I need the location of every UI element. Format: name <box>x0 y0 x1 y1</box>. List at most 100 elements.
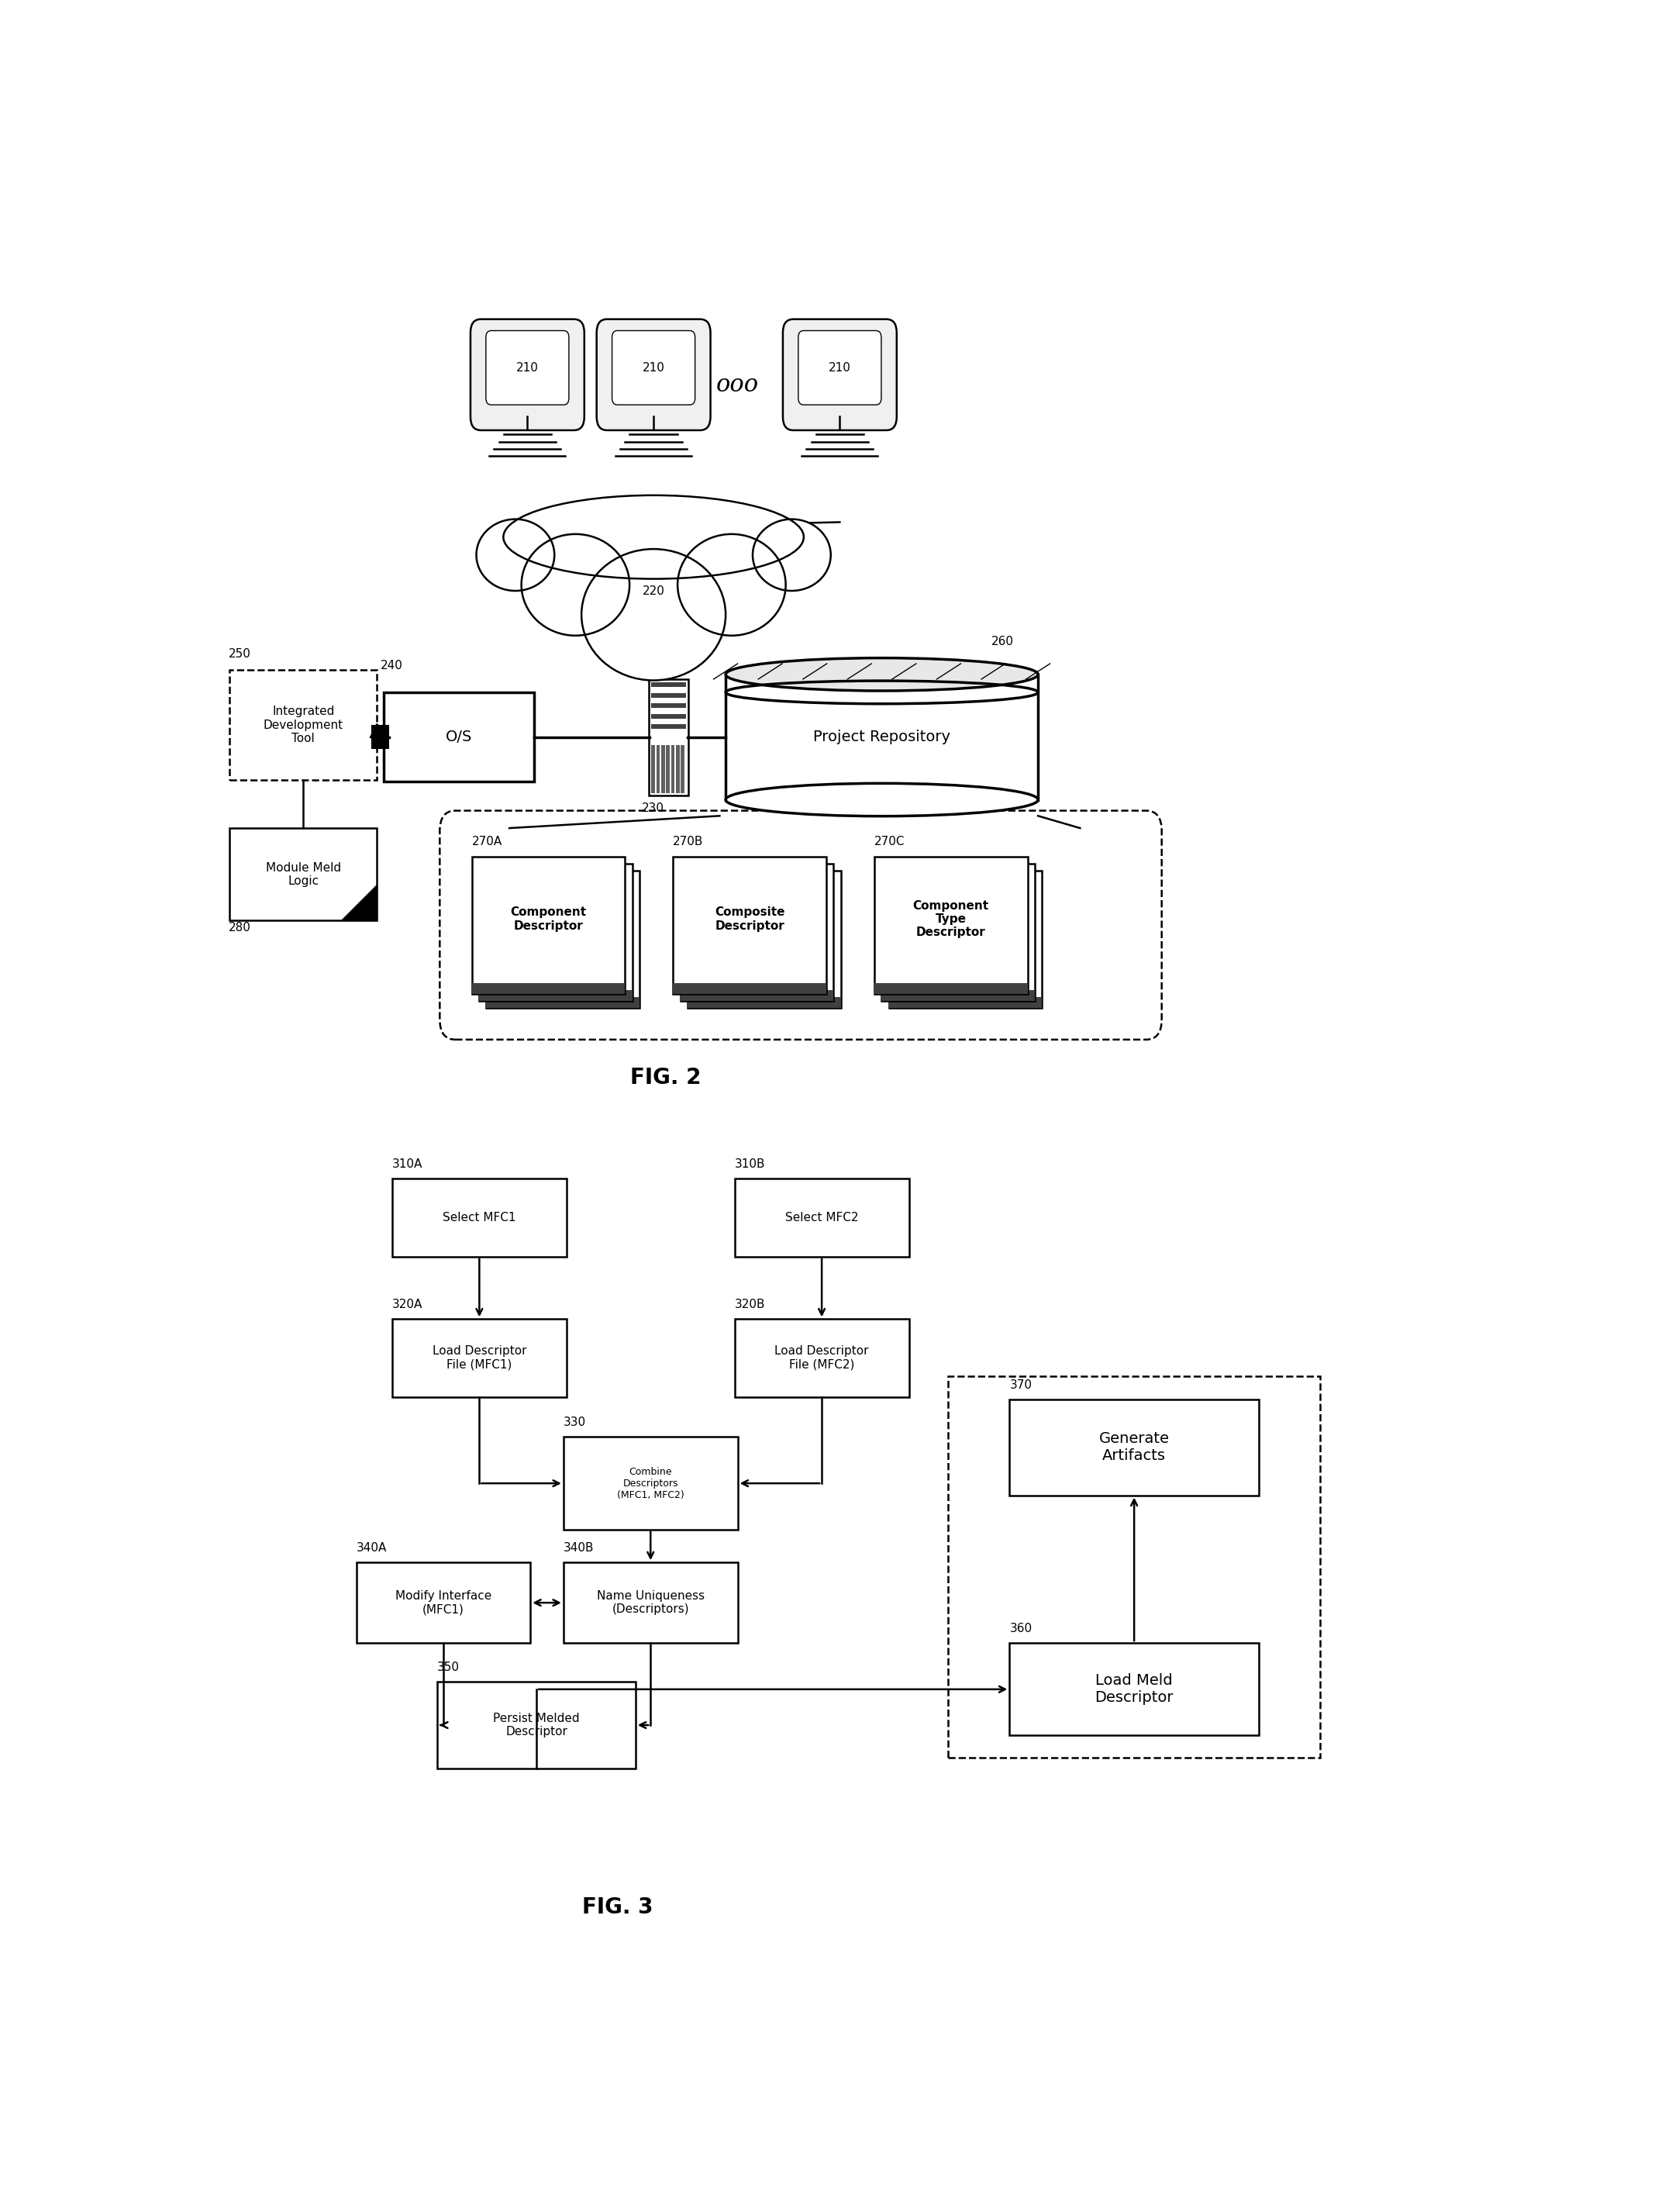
FancyBboxPatch shape <box>782 319 896 431</box>
Text: Persist Melded
Descriptor: Persist Melded Descriptor <box>493 1712 580 1739</box>
Text: Select MFC1: Select MFC1 <box>443 1212 517 1223</box>
FancyBboxPatch shape <box>881 991 1035 1002</box>
Text: Load Descriptor
File (MFC2): Load Descriptor File (MFC2) <box>774 1345 869 1371</box>
Text: ooo: ooo <box>716 374 759 396</box>
Text: 340B: 340B <box>563 1542 594 1553</box>
Text: 240: 240 <box>380 659 403 672</box>
Ellipse shape <box>503 495 804 580</box>
FancyBboxPatch shape <box>563 1562 737 1644</box>
FancyBboxPatch shape <box>480 863 632 1002</box>
Ellipse shape <box>752 520 831 591</box>
Text: Combine
Descriptors
(MFC1, MFC2): Combine Descriptors (MFC1, MFC2) <box>617 1467 684 1500</box>
FancyBboxPatch shape <box>681 745 684 792</box>
Ellipse shape <box>677 533 786 635</box>
Text: 310B: 310B <box>734 1159 766 1170</box>
FancyBboxPatch shape <box>874 856 1028 993</box>
Text: Project Repository: Project Repository <box>813 730 950 745</box>
FancyBboxPatch shape <box>612 330 696 405</box>
FancyBboxPatch shape <box>1010 1400 1259 1495</box>
FancyBboxPatch shape <box>734 1318 910 1396</box>
FancyBboxPatch shape <box>652 681 686 688</box>
Text: Generate
Artifacts: Generate Artifacts <box>1099 1431 1169 1464</box>
FancyBboxPatch shape <box>480 991 632 1002</box>
FancyBboxPatch shape <box>734 1179 910 1256</box>
FancyBboxPatch shape <box>472 982 625 993</box>
Text: Component
Type
Descriptor: Component Type Descriptor <box>913 900 988 938</box>
Text: 280: 280 <box>227 922 251 933</box>
Text: Component
Descriptor: Component Descriptor <box>510 907 587 931</box>
Text: 330: 330 <box>563 1416 585 1429</box>
FancyBboxPatch shape <box>229 670 376 781</box>
Text: 320A: 320A <box>393 1298 423 1310</box>
FancyBboxPatch shape <box>948 1376 1321 1759</box>
FancyBboxPatch shape <box>652 692 686 697</box>
FancyBboxPatch shape <box>470 319 584 431</box>
Text: Name Uniqueness
(Descriptors): Name Uniqueness (Descriptors) <box>597 1590 704 1615</box>
Text: 210: 210 <box>642 363 665 374</box>
FancyBboxPatch shape <box>371 726 390 750</box>
FancyBboxPatch shape <box>487 998 639 1009</box>
FancyBboxPatch shape <box>356 1562 530 1644</box>
Text: 370: 370 <box>1010 1378 1032 1391</box>
Text: Load Descriptor
File (MFC1): Load Descriptor File (MFC1) <box>433 1345 527 1371</box>
Text: 260: 260 <box>991 635 1013 648</box>
FancyBboxPatch shape <box>874 982 1028 993</box>
FancyBboxPatch shape <box>652 723 686 730</box>
Text: O/S: O/S <box>445 730 472 745</box>
Text: 320B: 320B <box>734 1298 766 1310</box>
FancyBboxPatch shape <box>674 982 826 993</box>
Text: 360: 360 <box>1010 1621 1032 1635</box>
Text: 270A: 270A <box>472 836 502 847</box>
FancyBboxPatch shape <box>652 703 686 708</box>
FancyBboxPatch shape <box>652 714 686 719</box>
Ellipse shape <box>477 520 555 591</box>
Ellipse shape <box>582 549 726 681</box>
Text: Module Meld
Logic: Module Meld Logic <box>266 863 341 887</box>
FancyBboxPatch shape <box>881 863 1035 1002</box>
FancyBboxPatch shape <box>687 998 841 1009</box>
FancyBboxPatch shape <box>681 991 833 1002</box>
FancyBboxPatch shape <box>687 872 841 1009</box>
FancyBboxPatch shape <box>798 330 881 405</box>
FancyBboxPatch shape <box>597 319 711 431</box>
Text: Modify Interface
(MFC1): Modify Interface (MFC1) <box>395 1590 492 1615</box>
Text: 210: 210 <box>829 363 851 374</box>
FancyBboxPatch shape <box>649 679 689 796</box>
FancyBboxPatch shape <box>675 745 679 792</box>
Text: FIG. 3: FIG. 3 <box>582 1896 654 1918</box>
Text: 340A: 340A <box>356 1542 386 1553</box>
FancyBboxPatch shape <box>563 1438 737 1528</box>
FancyBboxPatch shape <box>487 330 568 405</box>
Text: 270C: 270C <box>874 836 905 847</box>
Text: Integrated
Development
Tool: Integrated Development Tool <box>264 706 343 745</box>
FancyBboxPatch shape <box>393 1179 567 1256</box>
Text: 220: 220 <box>642 584 665 597</box>
FancyBboxPatch shape <box>385 692 533 781</box>
Ellipse shape <box>726 783 1038 816</box>
FancyBboxPatch shape <box>229 827 376 920</box>
Text: Select MFC2: Select MFC2 <box>786 1212 858 1223</box>
FancyBboxPatch shape <box>681 863 833 1002</box>
FancyBboxPatch shape <box>890 998 1042 1009</box>
Polygon shape <box>341 885 376 920</box>
Text: Composite
Descriptor: Composite Descriptor <box>714 907 784 931</box>
FancyBboxPatch shape <box>393 1318 567 1396</box>
Text: 270B: 270B <box>674 836 704 847</box>
Text: 250: 250 <box>227 648 251 659</box>
FancyBboxPatch shape <box>472 856 625 993</box>
FancyBboxPatch shape <box>660 745 665 792</box>
FancyBboxPatch shape <box>674 856 826 993</box>
Text: 210: 210 <box>517 363 538 374</box>
FancyBboxPatch shape <box>665 745 670 792</box>
Ellipse shape <box>726 657 1038 690</box>
Text: 350: 350 <box>438 1661 460 1672</box>
Text: FIG. 2: FIG. 2 <box>630 1066 701 1088</box>
FancyBboxPatch shape <box>726 675 1038 801</box>
FancyBboxPatch shape <box>487 872 639 1009</box>
Text: 310A: 310A <box>393 1159 423 1170</box>
FancyBboxPatch shape <box>440 810 1162 1040</box>
Text: Load Meld
Descriptor: Load Meld Descriptor <box>1095 1674 1174 1705</box>
FancyBboxPatch shape <box>890 872 1042 1009</box>
FancyBboxPatch shape <box>1010 1644 1259 1736</box>
FancyBboxPatch shape <box>438 1681 635 1767</box>
